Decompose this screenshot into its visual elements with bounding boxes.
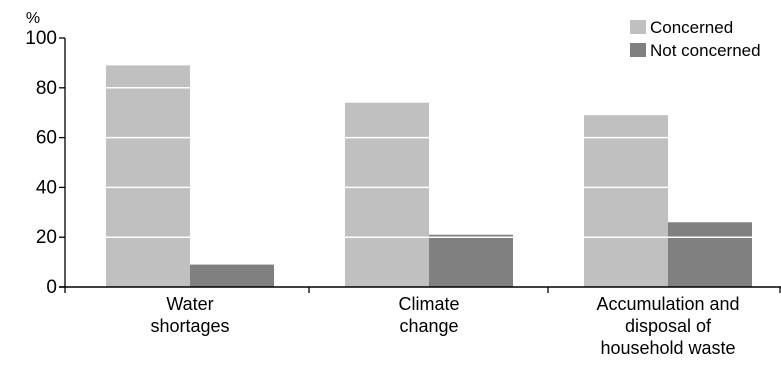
bars (106, 65, 752, 288)
legend: Concerned Not concerned (630, 18, 761, 60)
x-category-label: Accumulation and (596, 294, 739, 314)
y-tick-label: 100 (25, 28, 57, 49)
legend-label: Concerned (650, 18, 733, 37)
x-category-label: change (399, 316, 458, 336)
legend-label: Not concerned (650, 41, 761, 60)
legend-swatch (630, 43, 646, 57)
x-category-label: disposal of (625, 316, 712, 336)
y-axis-unit-label: % (26, 10, 40, 27)
x-category-label: Climate (398, 294, 459, 314)
bar-concerned (345, 102, 429, 288)
bar-concerned (584, 115, 668, 287)
y-tick-label: 20 (36, 227, 57, 248)
y-tick-label: 40 (36, 177, 57, 198)
y-tick-label: 80 (36, 78, 57, 99)
bar-concerned (106, 65, 190, 287)
bar-not-concerned (190, 264, 274, 287)
x-category-label: shortages (150, 316, 229, 336)
bar-not-concerned (429, 234, 513, 287)
y-axis: 0 20 40 60 80 100 (25, 28, 66, 298)
bar-not-concerned (668, 222, 752, 287)
y-tick-label: 60 (36, 128, 57, 149)
gridlines (66, 87, 781, 238)
legend-swatch (630, 20, 646, 34)
x-category-label: Water (166, 294, 213, 314)
x-category-label: household waste (600, 338, 735, 358)
y-tick-label: 0 (46, 277, 57, 298)
